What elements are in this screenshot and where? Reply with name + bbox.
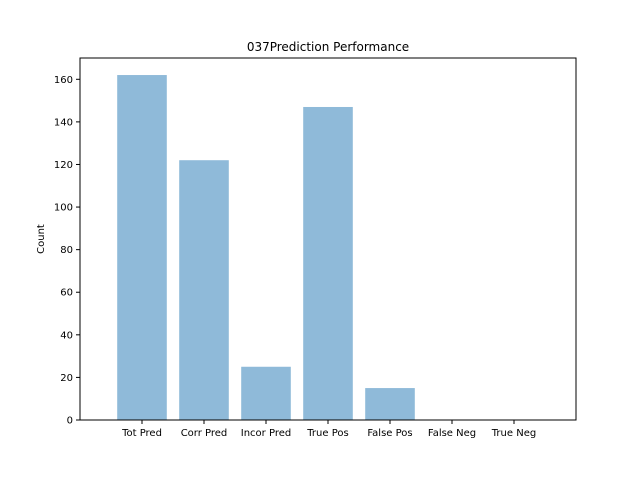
bar-corr-pred bbox=[179, 160, 229, 420]
y-tick-label: 140 bbox=[54, 117, 73, 128]
x-tick-label: False Neg bbox=[428, 428, 476, 439]
chart-title: 037Prediction Performance bbox=[247, 40, 409, 54]
bar-true-pos bbox=[303, 106, 353, 420]
bar-tot-pred bbox=[117, 75, 167, 420]
x-axis: Tot Pred Corr Pred Incor Pred True Pos False… bbox=[121, 420, 536, 439]
x-tick-label: True Pos bbox=[306, 428, 348, 439]
x-tick-label: False Pos bbox=[367, 428, 412, 439]
y-axis: 0 20 40 60 80 100 120 140 160 bbox=[54, 75, 80, 427]
x-tick-label: Incor Pred bbox=[241, 428, 291, 439]
y-tick-label: 40 bbox=[60, 330, 73, 341]
y-tick-label: 100 bbox=[54, 203, 73, 214]
bars-group bbox=[117, 75, 415, 420]
y-tick-label: 160 bbox=[54, 75, 73, 86]
bar-incor-pred bbox=[241, 366, 291, 420]
y-axis-label: Count bbox=[36, 224, 47, 254]
y-tick-label: 60 bbox=[60, 288, 73, 299]
x-tick-label: True Neg bbox=[491, 428, 536, 439]
y-tick-label: 80 bbox=[60, 245, 73, 256]
y-tick-label: 0 bbox=[67, 416, 73, 427]
y-tick-label: 120 bbox=[54, 160, 73, 171]
y-tick-label: 20 bbox=[60, 373, 73, 384]
x-tick-label: Corr Pred bbox=[181, 428, 228, 439]
x-tick-label: Tot Pred bbox=[121, 428, 162, 439]
bar-false-pos bbox=[365, 388, 415, 420]
